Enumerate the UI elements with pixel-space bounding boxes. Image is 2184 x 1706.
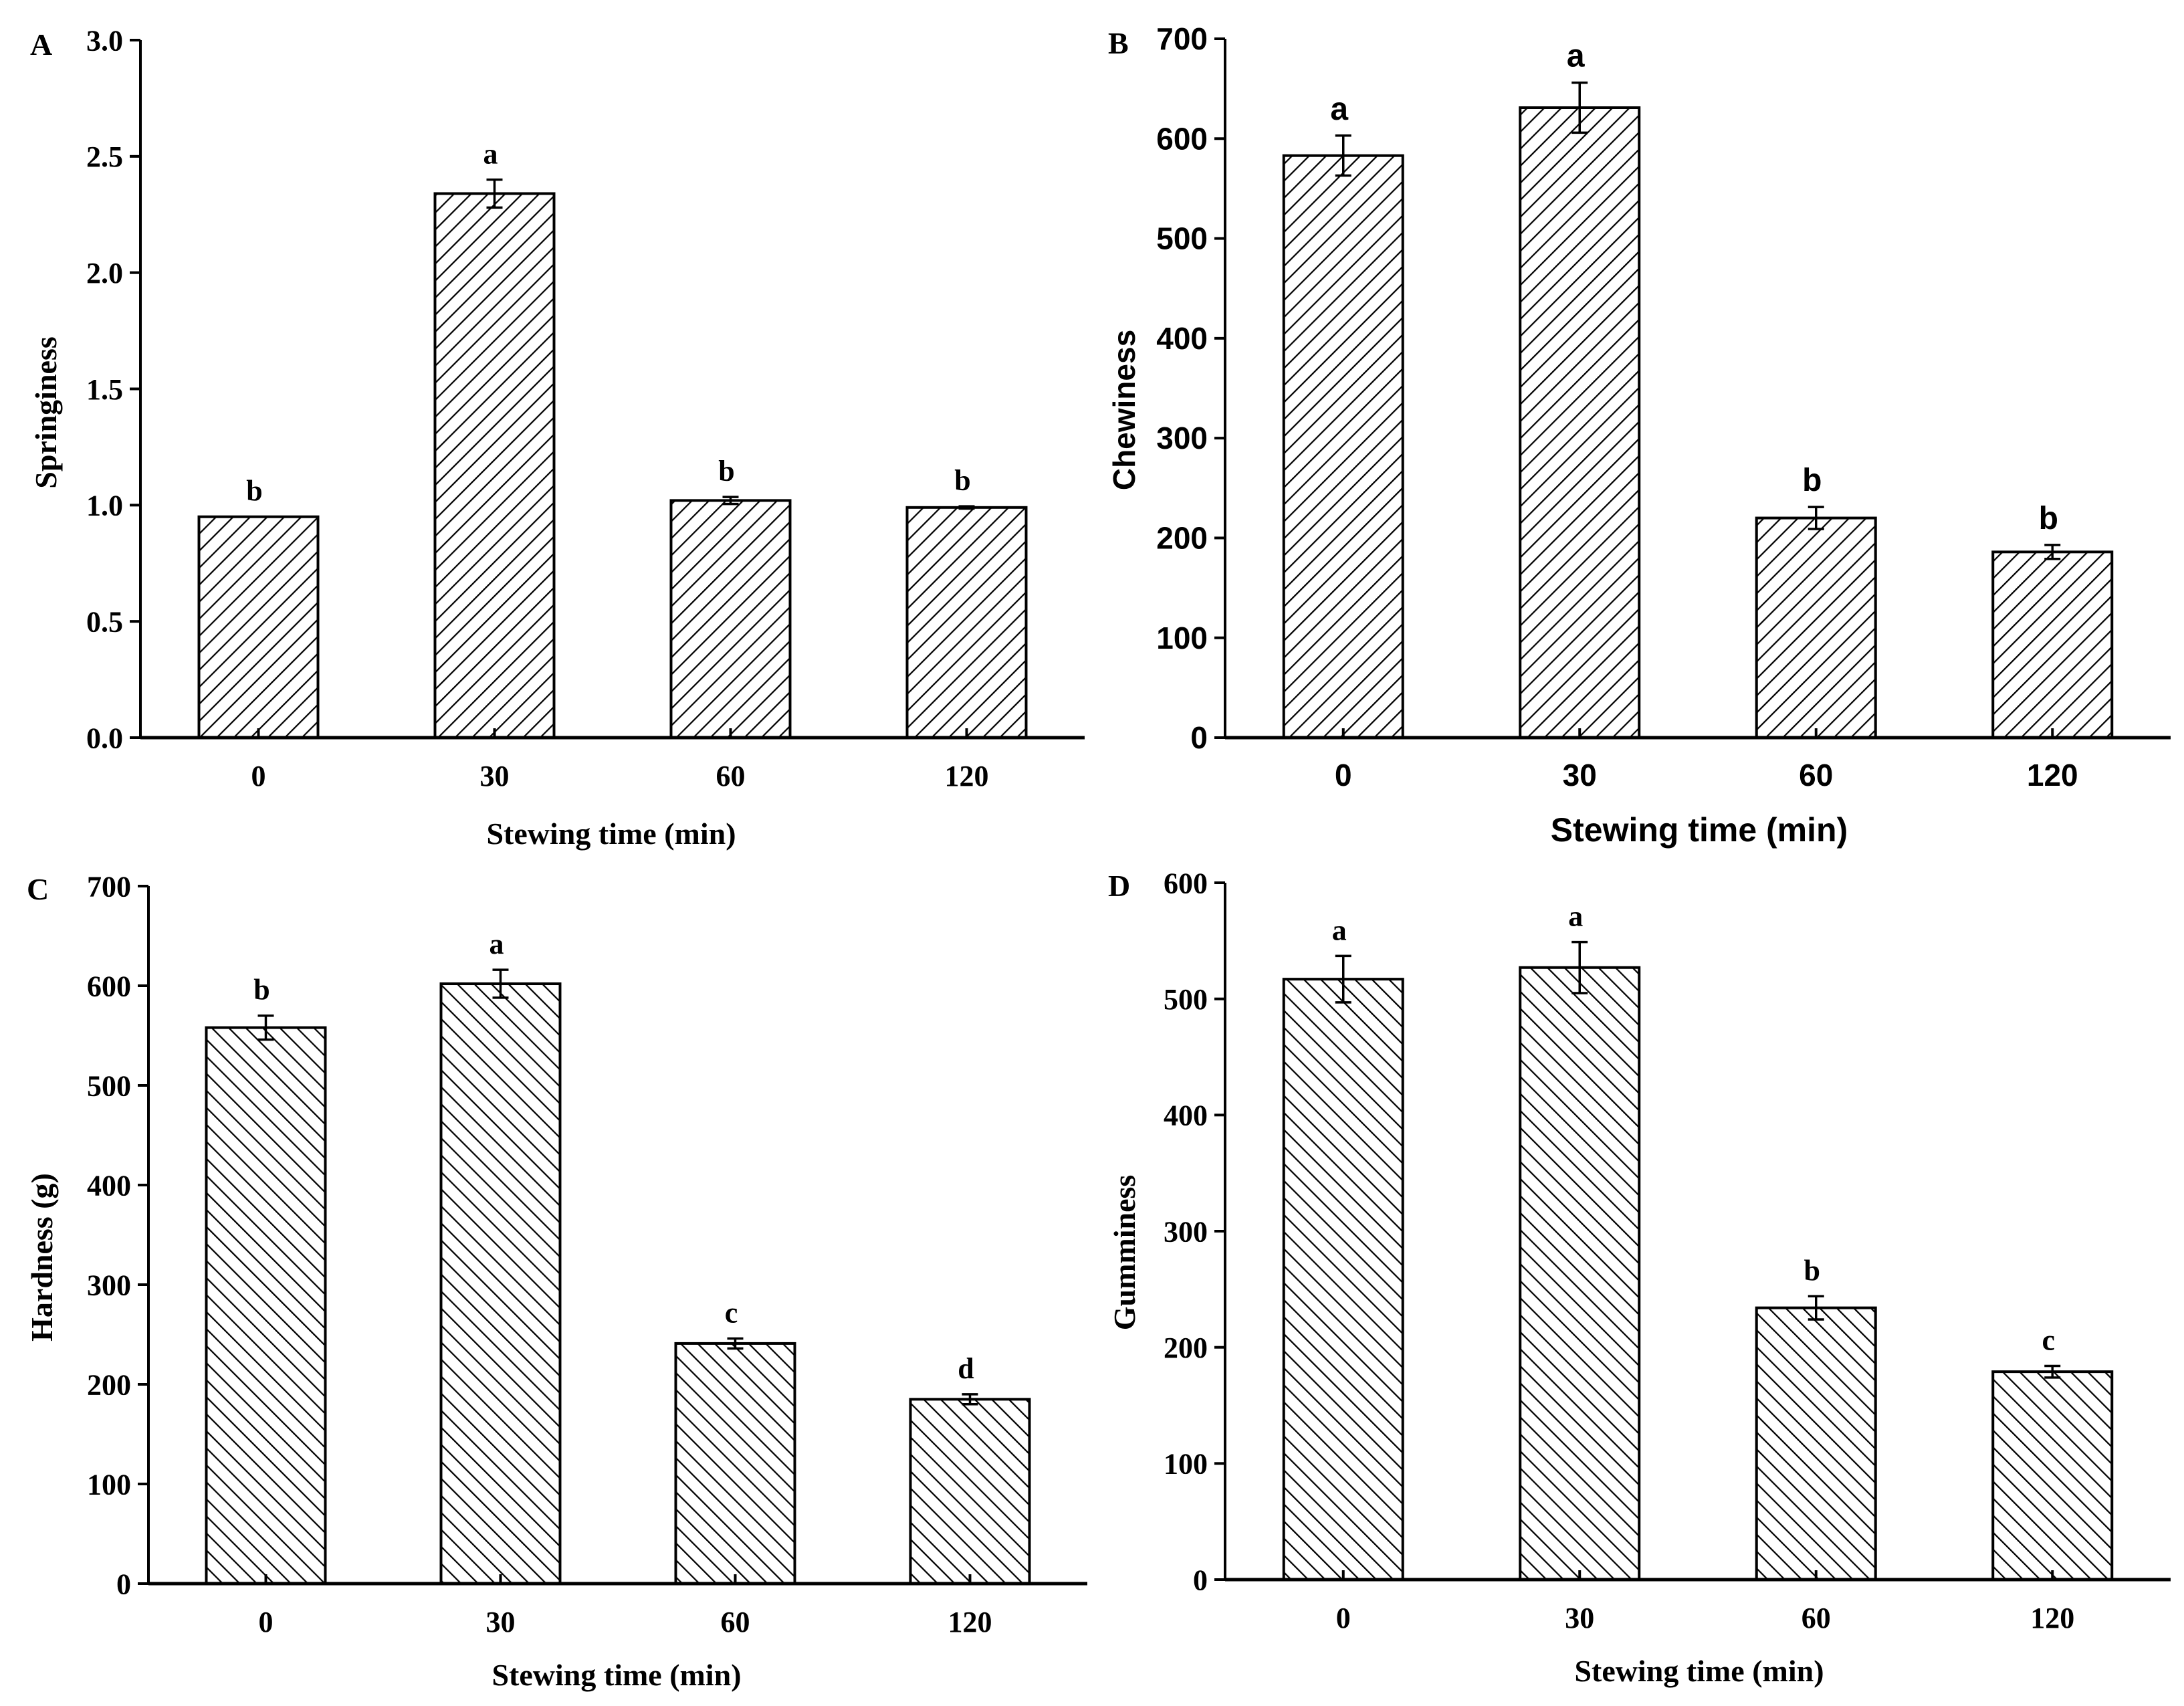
y-tick-label: 0 <box>1190 720 1208 755</box>
x-tick-label: 0 <box>259 1606 274 1638</box>
significance-letter: d <box>958 1352 974 1385</box>
x-tick-label: 120 <box>2027 758 2078 792</box>
y-tick-label: 500 <box>1156 221 1208 256</box>
x-tick-label: 0 <box>1335 758 1352 792</box>
x-tick-label: 0 <box>1336 1602 1351 1634</box>
significance-letter: b <box>1804 1254 1820 1287</box>
significance-letter: a <box>1568 900 1583 933</box>
panel-b: B Chewiness Stewing time (min) 0 100 200 30… <box>1107 21 2171 849</box>
bar <box>1519 106 1641 739</box>
y-tick-label: 500 <box>1164 983 1208 1016</box>
x-tick-label: 30 <box>1563 758 1597 792</box>
x-tick-label: 60 <box>1801 1602 1831 1634</box>
y-tick-label: 600 <box>1156 121 1208 156</box>
y-tick-label: 400 <box>1156 321 1208 356</box>
x-tick-label: 60 <box>1799 758 1833 792</box>
y-tick-label: 200 <box>1164 1331 1208 1364</box>
x-tick-label: 30 <box>480 760 510 792</box>
y-tick-label: 300 <box>1156 421 1208 455</box>
y-tick-label: 0.5 <box>86 606 123 639</box>
significance-letter: c <box>2042 1323 2055 1356</box>
x-tick-label: 30 <box>486 1606 516 1638</box>
bar <box>909 1398 1031 1586</box>
bar <box>1282 154 1404 739</box>
bar <box>205 1026 327 1585</box>
significance-letter: b <box>718 455 734 488</box>
bar <box>674 1342 796 1586</box>
panel-c: C Hardness (g) Stewing time (min) 0 100 20… <box>25 870 1087 1692</box>
panel-label: C <box>27 872 49 906</box>
y-tick-label: 100 <box>87 1468 131 1501</box>
bar <box>1755 516 1877 739</box>
x-tick-label: 60 <box>716 760 746 792</box>
y-tick-label: 3.0 <box>86 24 123 57</box>
y-tick-label: 600 <box>87 970 131 1002</box>
y-tick-label: 700 <box>87 870 131 903</box>
panel-label: D <box>1108 869 1130 903</box>
y-axis-label: Gumminess <box>1107 1175 1141 1331</box>
significance-letter: a <box>489 928 504 960</box>
significance-letter: b <box>246 475 262 508</box>
bar <box>1991 550 2114 739</box>
y-tick-label: 0 <box>1193 1564 1208 1596</box>
significance-letter: b <box>1802 463 1822 498</box>
significance-letter: a <box>1567 39 1585 74</box>
y-axis-label: Springiness <box>29 336 63 489</box>
bar <box>439 982 562 1585</box>
y-tick-label: 100 <box>1164 1448 1208 1481</box>
bar <box>433 192 556 739</box>
significance-letter: b <box>954 464 970 497</box>
bar <box>669 499 792 739</box>
bar <box>1282 978 1404 1581</box>
y-tick-label: 1.5 <box>86 373 123 406</box>
bar <box>905 506 1028 739</box>
significance-letter: b <box>2039 501 2058 536</box>
bar <box>1519 966 1641 1581</box>
x-tick-label: 60 <box>721 1606 750 1638</box>
significance-letter: a <box>483 138 498 171</box>
significance-letter: a <box>1330 92 1348 127</box>
bar <box>1991 1370 2114 1582</box>
bar <box>1755 1306 1877 1581</box>
y-tick-label: 700 <box>1156 21 1208 56</box>
y-tick-label: 300 <box>87 1269 131 1301</box>
panel-label: B <box>1108 26 1129 60</box>
panel-label: A <box>30 27 52 62</box>
y-axis-label: Chewiness <box>1107 330 1141 490</box>
x-tick-label: 120 <box>2030 1602 2074 1634</box>
x-axis-label: Stewing time (min) <box>1551 811 1848 849</box>
y-tick-label: 300 <box>1164 1215 1208 1248</box>
x-axis-label: Stewing time (min) <box>492 1658 741 1692</box>
significance-letter: a <box>1332 914 1347 946</box>
y-tick-label: 400 <box>87 1169 131 1202</box>
y-tick-label: 0.0 <box>86 722 123 754</box>
y-tick-label: 2.5 <box>86 140 123 173</box>
x-tick-label: 0 <box>251 760 266 792</box>
y-tick-label: 600 <box>1164 867 1208 899</box>
y-tick-label: 100 <box>1156 621 1208 655</box>
panel-a: A Springiness Stewing time (min) 0.0 0.5 1… <box>29 24 1085 851</box>
x-axis-label: Stewing time (min) <box>486 817 736 851</box>
y-tick-label: 200 <box>1156 521 1208 556</box>
y-tick-label: 2.0 <box>86 257 123 290</box>
y-tick-label: 1.0 <box>86 490 123 522</box>
y-tick-label: 200 <box>87 1368 131 1401</box>
bar <box>197 515 320 739</box>
x-tick-label: 30 <box>1565 1602 1594 1634</box>
significance-letter: b <box>253 974 269 1006</box>
y-tick-label: 400 <box>1164 1099 1208 1132</box>
y-axis-label: Hardness (g) <box>25 1173 59 1342</box>
significance-letter: c <box>725 1296 738 1329</box>
y-tick-label: 500 <box>87 1069 131 1102</box>
x-tick-label: 120 <box>948 1606 992 1638</box>
y-tick-label: 0 <box>116 1568 131 1600</box>
x-tick-label: 120 <box>945 760 989 792</box>
x-axis-label: Stewing time (min) <box>1574 1654 1824 1688</box>
panel-d: D Gumminess Stewing time (min) 0 100 200 30… <box>1107 867 2171 1688</box>
